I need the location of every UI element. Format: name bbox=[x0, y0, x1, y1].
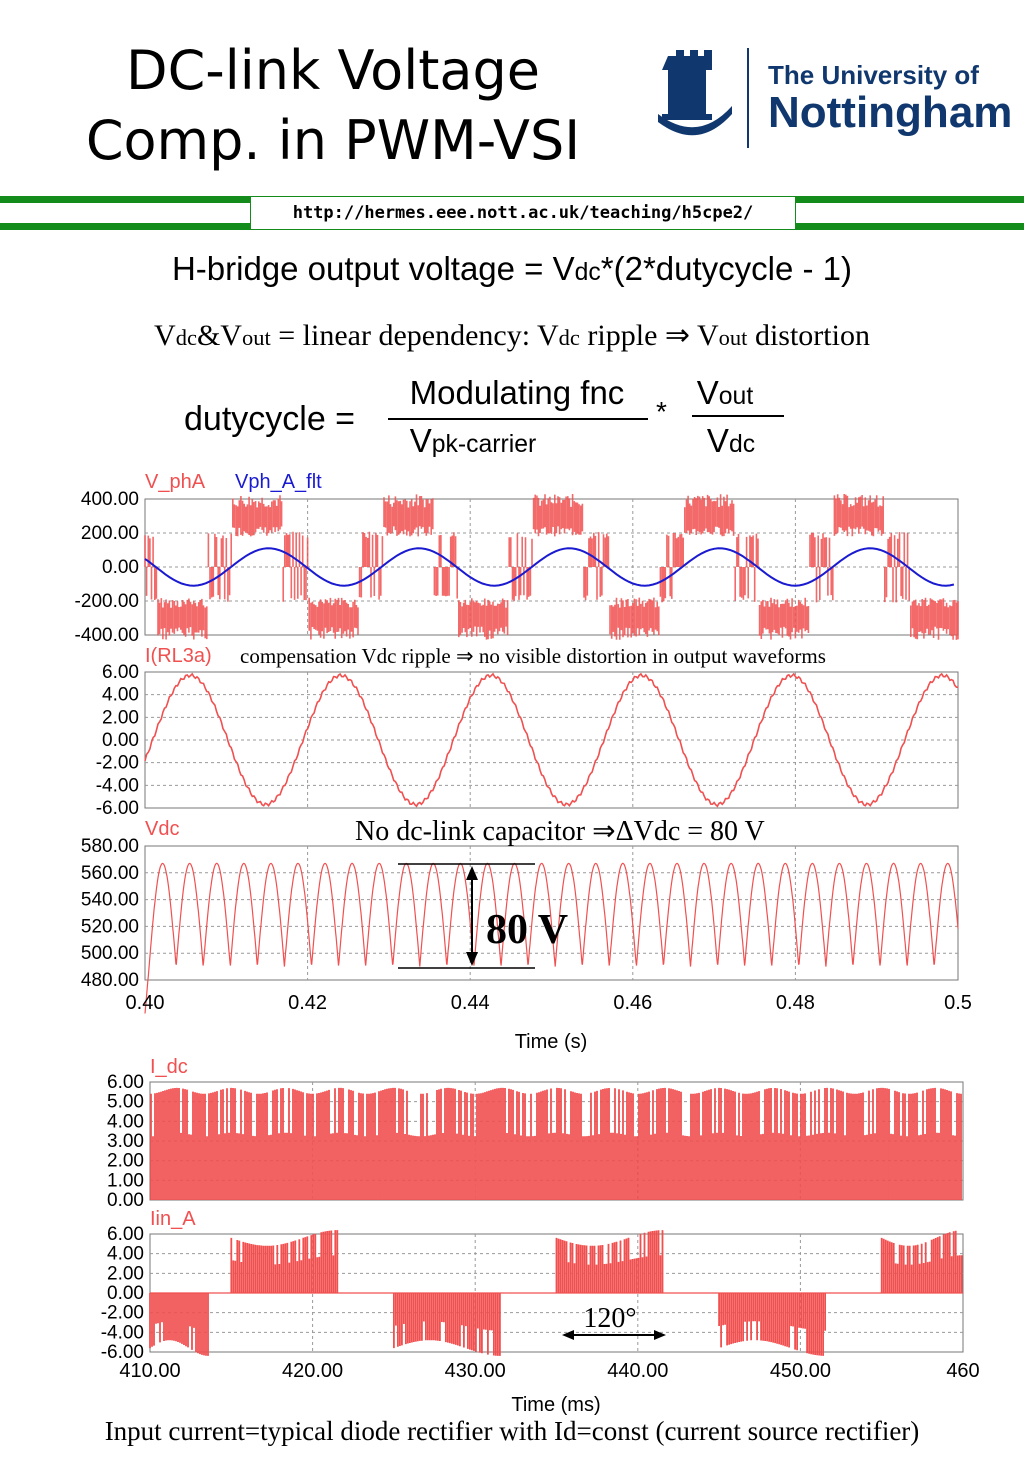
iin-block-5 bbox=[880, 1230, 963, 1293]
plot-frame-1 bbox=[144, 671, 959, 809]
y-tick-label: 6.00 bbox=[107, 1072, 144, 1093]
y-tick-label: 560.00 bbox=[81, 863, 139, 884]
x-tick-label: 0.44 bbox=[451, 992, 490, 1014]
y-tick-label: 400.00 bbox=[81, 489, 139, 510]
ripple-arrow-head-down bbox=[466, 952, 478, 966]
y-tick-label: 520.00 bbox=[81, 916, 139, 937]
legend-vph-a-flt: Vph_A_flt bbox=[235, 471, 322, 493]
x-tick-label: 440.00 bbox=[607, 1360, 668, 1382]
university-logo: The University of Nottingham bbox=[658, 48, 1012, 148]
x-axis-label: Time (ms) bbox=[511, 1394, 600, 1416]
y-tick-label: 540.00 bbox=[81, 890, 139, 911]
hbridge-equation: H-bridge output voltage = Vdc*(2*dutycyc… bbox=[171, 250, 853, 287]
annotation-compensation: compensation Vdc ripple ⇒ no visible dis… bbox=[240, 644, 826, 668]
y-tick-label: -200.00 bbox=[75, 591, 139, 612]
plot-frame-2 bbox=[144, 845, 959, 981]
iin-block-1 bbox=[230, 1230, 339, 1293]
y-tick-label: 5.00 bbox=[107, 1092, 144, 1113]
y-tick-label: -6.00 bbox=[96, 798, 139, 819]
y-tick-label: 1.00 bbox=[107, 1170, 144, 1191]
y-tick-label: 2.00 bbox=[102, 707, 139, 728]
y-tick-label: 0.00 bbox=[102, 557, 139, 578]
castle-icon bbox=[658, 50, 732, 136]
y-tick-label: 4.00 bbox=[102, 685, 139, 706]
legend-idc: I_dc bbox=[150, 1056, 188, 1078]
series-vdc bbox=[144, 862, 959, 1014]
x-tick-label: 430.00 bbox=[445, 1360, 506, 1382]
fraction-bar-1 bbox=[388, 418, 648, 420]
legend-iin-a: Iin_A bbox=[150, 1208, 196, 1230]
x-tick-label: 0.42 bbox=[288, 992, 327, 1014]
iin-block-4 bbox=[718, 1293, 826, 1356]
y-tick-label: -2.00 bbox=[101, 1303, 144, 1324]
angle-arrow-head-right bbox=[654, 1330, 666, 1340]
series-irl3a bbox=[144, 672, 958, 808]
ripple-arrow-head-up bbox=[466, 866, 478, 880]
legend-vdc: Vdc bbox=[145, 818, 179, 840]
x-tick-label: 0.46 bbox=[613, 992, 652, 1014]
denominator-vdc: Vdc bbox=[706, 422, 756, 459]
x-tick-label: 410.00 bbox=[119, 1360, 180, 1382]
y-tick-label: 580.00 bbox=[81, 836, 139, 857]
angle-annotation: 120° bbox=[583, 1303, 636, 1334]
title-line-1: DC-link Voltage bbox=[126, 39, 540, 102]
y-tick-label: -4.00 bbox=[96, 775, 139, 796]
y-tick-label: 4.00 bbox=[107, 1244, 144, 1265]
angle-arrow-head-left bbox=[562, 1330, 574, 1340]
dutycycle-label: dutycycle = bbox=[184, 400, 356, 438]
y-tick-label: 480.00 bbox=[81, 970, 139, 991]
y-tick-label: 6.00 bbox=[107, 1224, 144, 1245]
y-tick-label: 3.00 bbox=[107, 1131, 144, 1152]
y-tick-label: 200.00 bbox=[81, 523, 139, 544]
iin-block-0 bbox=[149, 1293, 209, 1356]
x-axis-label: Time (s) bbox=[515, 1031, 588, 1053]
logo-text-2: Nottingham bbox=[768, 88, 1012, 137]
y-tick-label: -400.00 bbox=[75, 625, 139, 646]
page-title: DC-link Voltage Comp. in PWM-VSI bbox=[18, 36, 648, 176]
x-tick-label: 0.48 bbox=[776, 992, 815, 1014]
numerator-vout: Vout bbox=[696, 374, 754, 411]
linear-dependency-statement: Vdc&Vout = linear dependency: Vdc ripple… bbox=[154, 319, 870, 352]
denominator-carrier: Vpk-carrier bbox=[409, 422, 537, 459]
y-tick-label: 0.00 bbox=[107, 1190, 144, 1211]
fraction-bar-2 bbox=[692, 415, 784, 417]
logo-text-1: The University of bbox=[768, 60, 979, 90]
footer-caption: Input current=typical diode rectifier wi… bbox=[104, 1416, 920, 1446]
y-tick-label: 0.00 bbox=[107, 1283, 144, 1304]
y-tick-label: -2.00 bbox=[96, 753, 139, 774]
y-tick-label: -6.00 bbox=[101, 1342, 144, 1363]
iin-block-2 bbox=[393, 1293, 501, 1356]
x-tick-label: 450.00 bbox=[770, 1360, 831, 1382]
y-tick-label: 500.00 bbox=[81, 943, 139, 964]
annotation-no-capacitor: No dc-link capacitor ⇒ΔVdc = 80 V bbox=[355, 816, 765, 847]
x-tick-label: 460 bbox=[946, 1360, 979, 1382]
y-tick-label: 2.00 bbox=[107, 1151, 144, 1172]
url-link[interactable]: http://hermes.eee.nott.ac.uk/teaching/h5… bbox=[250, 196, 796, 230]
iin-block-3 bbox=[555, 1230, 664, 1293]
y-tick-label: 2.00 bbox=[107, 1263, 144, 1284]
y-tick-label: 6.00 bbox=[102, 662, 139, 683]
series-idc bbox=[150, 1087, 962, 1200]
series-vpha bbox=[144, 494, 959, 640]
x-tick-label: 0.40 bbox=[126, 992, 165, 1014]
legend-vpha: V_phA bbox=[145, 471, 206, 493]
series-vph-a-flt bbox=[144, 547, 955, 587]
x-tick-label: 0.5 bbox=[944, 992, 972, 1014]
numerator-modulating: Modulating fnc bbox=[409, 374, 625, 411]
ripple-marker-label: 80 V bbox=[486, 907, 568, 953]
y-tick-label: 0.00 bbox=[102, 730, 139, 751]
y-tick-label: 4.00 bbox=[107, 1111, 144, 1132]
legend-irl3a: I(RL3a) bbox=[145, 645, 212, 667]
y-tick-label: -4.00 bbox=[101, 1322, 144, 1343]
title-line-2: Comp. in PWM-VSI bbox=[85, 109, 581, 172]
x-tick-label: 420.00 bbox=[282, 1360, 343, 1382]
multiply-sign: * bbox=[656, 396, 667, 427]
